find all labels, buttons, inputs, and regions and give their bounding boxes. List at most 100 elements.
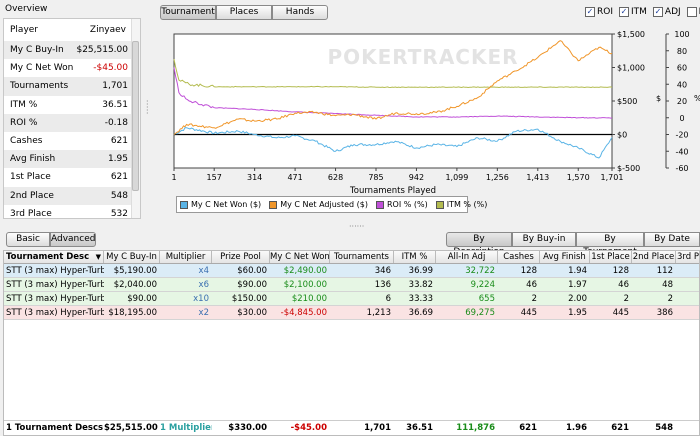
column-header[interactable]: 1st Place (590, 251, 632, 263)
grouping-tabs: By Description By Buy-in By Tournament B… (446, 232, 700, 257)
footer-cell (676, 421, 699, 434)
table-row[interactable]: STT (3 max) Hyper-Turbo $5,190.00 x4 $60.00… (4, 264, 699, 278)
table-cell: 6 (385, 294, 391, 304)
column-header[interactable]: Avg Finish (540, 251, 590, 263)
table-cell: $18,195.00 (108, 308, 157, 318)
table-cell: 46 (618, 280, 629, 290)
table-cell: x6 (198, 280, 209, 290)
x-tick-label: 157 (207, 173, 222, 182)
table-cell: 445 (612, 308, 629, 318)
x-tick-label: 785 (368, 173, 383, 182)
vertical-splitter-grip[interactable]: · · · · · (146, 97, 149, 118)
overview-row-label: ROI % (10, 117, 38, 128)
y-dollar-tick-label: $500 (617, 97, 637, 106)
overview-row: 2nd Place 548 (4, 186, 140, 205)
overview-row-value: 1,701 (102, 81, 128, 92)
table-cell (676, 264, 699, 277)
overview-row-label: Avg Finish (10, 154, 56, 165)
column-header[interactable]: All-In Adj (436, 251, 498, 263)
adj-checkbox[interactable]: ✓ ADJ (652, 7, 681, 17)
table-cell: 112 (656, 266, 673, 276)
table-cell: $210.00 (291, 294, 327, 304)
table-cell: 445 (520, 308, 537, 318)
column-header[interactable]: Cashes (498, 251, 540, 263)
overview-scrollbar[interactable] (131, 19, 140, 218)
x-tick-label: 1,256 (486, 173, 509, 182)
itm-checkbox-label: ITM (631, 7, 647, 17)
column-header-label: My C Net Won (270, 252, 330, 262)
tab-by-description[interactable]: By Description (446, 232, 512, 257)
overview-scroll-thumb[interactable] (132, 41, 139, 191)
watermark: POKERTRACKER (327, 45, 518, 69)
tab-tournament[interactable]: Tournament (160, 5, 216, 20)
sort-descending-icon: ▼ (95, 253, 101, 261)
roi-check-mark: ✓ (585, 7, 595, 17)
overview-row: 1st Place 621 (4, 168, 140, 186)
tab-by-tournament[interactable]: By Tournament (576, 232, 644, 257)
horizontal-splitter-grip[interactable]: ······ (349, 222, 365, 231)
adj-check-mark: ✓ (652, 7, 663, 17)
roi-checkbox[interactable]: ✓ ROI (585, 7, 613, 17)
tab-advanced[interactable]: Advanced (50, 232, 96, 247)
table-cell: 2 (667, 294, 673, 304)
column-header-label: Prize Pool (220, 252, 261, 262)
table-cell: $60.00 (237, 266, 267, 276)
column-header[interactable]: ITM % (394, 251, 436, 263)
table-cell: x2 (198, 308, 209, 318)
table-cell: 36.69 (408, 308, 433, 318)
table-cell: 32,722 (465, 266, 495, 276)
x-tick-label: 1,570 (567, 173, 590, 182)
column-header[interactable]: Tournament Desc ▼ (4, 251, 104, 263)
overview-panel: Overview Player Zinyaev My C Buy-In $25,5… (3, 4, 141, 219)
itm-check-mark: ✓ (619, 7, 629, 17)
y-pct-unit: % (694, 94, 700, 103)
footer-cell: 548 (655, 423, 673, 433)
overview-row-label: My C Buy-In (10, 45, 64, 55)
legend-swatch-roi (375, 200, 384, 209)
view-tabs: Basic Advanced (6, 232, 96, 247)
itm-checkbox[interactable]: ✓ ITM (619, 7, 647, 17)
footer-cell: -$45.00 (290, 423, 327, 433)
table-cell: 46 (526, 280, 537, 290)
x-tick-label: 942 (409, 173, 424, 182)
tab-by-date[interactable]: By Date (644, 232, 700, 247)
y-pct-tick-label: 0 (679, 114, 684, 123)
overview-row: Avg Finish 1.95 (4, 150, 140, 169)
x-tick-label: 628 (328, 173, 343, 182)
table-row[interactable]: STT (3 max) Hyper-Turbo $18,195.00 x2 $30.0… (4, 306, 699, 320)
column-header[interactable]: Tournaments (330, 251, 394, 263)
overview-row-value: $25,515.00 (76, 45, 128, 55)
column-header[interactable]: My C Buy-In (104, 251, 160, 263)
column-header[interactable]: 2nd Place (632, 251, 676, 263)
legend-item-itm: ITM % (%) (435, 200, 487, 209)
column-header[interactable]: Multiplier (160, 251, 212, 263)
table-cell: STT (3 max) Hyper-Turbo (6, 266, 104, 276)
table-cell: 33.33 (408, 294, 433, 304)
series-net-adjusted-line (173, 40, 613, 135)
table-cell: STT (3 max) Hyper-Turbo (6, 308, 104, 318)
x-tick-label: 1,701 (601, 173, 624, 182)
table-row[interactable]: STT (3 max) Hyper-Turbo $2,040.00 x6 $90.00… (4, 278, 699, 292)
column-header[interactable]: Prize Pool (212, 251, 270, 263)
column-header-label: ITM % (401, 252, 428, 262)
tab-places[interactable]: Places (216, 5, 272, 20)
graph-svg: POKERTRACKER 1 157 314 471 628 785 942 1,099 1,25… (171, 30, 700, 196)
table-cell: 1.97 (568, 280, 587, 290)
table-cell: 69,275 (465, 308, 495, 318)
tab-by-buy-in[interactable]: By Buy-in (512, 232, 576, 247)
table-row[interactable]: STT (3 max) Hyper-Turbo $90.00 x10 $150.00 $… (4, 292, 699, 306)
overview-row-value: -0.18 (104, 117, 128, 128)
column-header-label: 2nd Place (632, 252, 675, 262)
tab-hands[interactable]: Hands (272, 5, 328, 20)
bu-checkbox[interactable]: BU (686, 7, 700, 17)
results-graph: POKERTRACKER 1 157 314 471 628 785 942 1,099 1,25… (160, 24, 700, 218)
column-header-label: My C Buy-In (106, 252, 157, 262)
overview-row: Cashes 621 (4, 132, 140, 150)
table-cell: $90.00 (127, 294, 157, 304)
legend-item-net-adj: My C Net Adjusted ($) (269, 200, 368, 209)
column-header[interactable]: 3rd P (676, 251, 699, 263)
column-header[interactable]: My C Net Won (270, 251, 330, 263)
tab-basic[interactable]: Basic (6, 232, 50, 247)
y-pct-tick-label: 60 (677, 64, 687, 73)
overview-row: ROI % -0.18 (4, 113, 140, 132)
